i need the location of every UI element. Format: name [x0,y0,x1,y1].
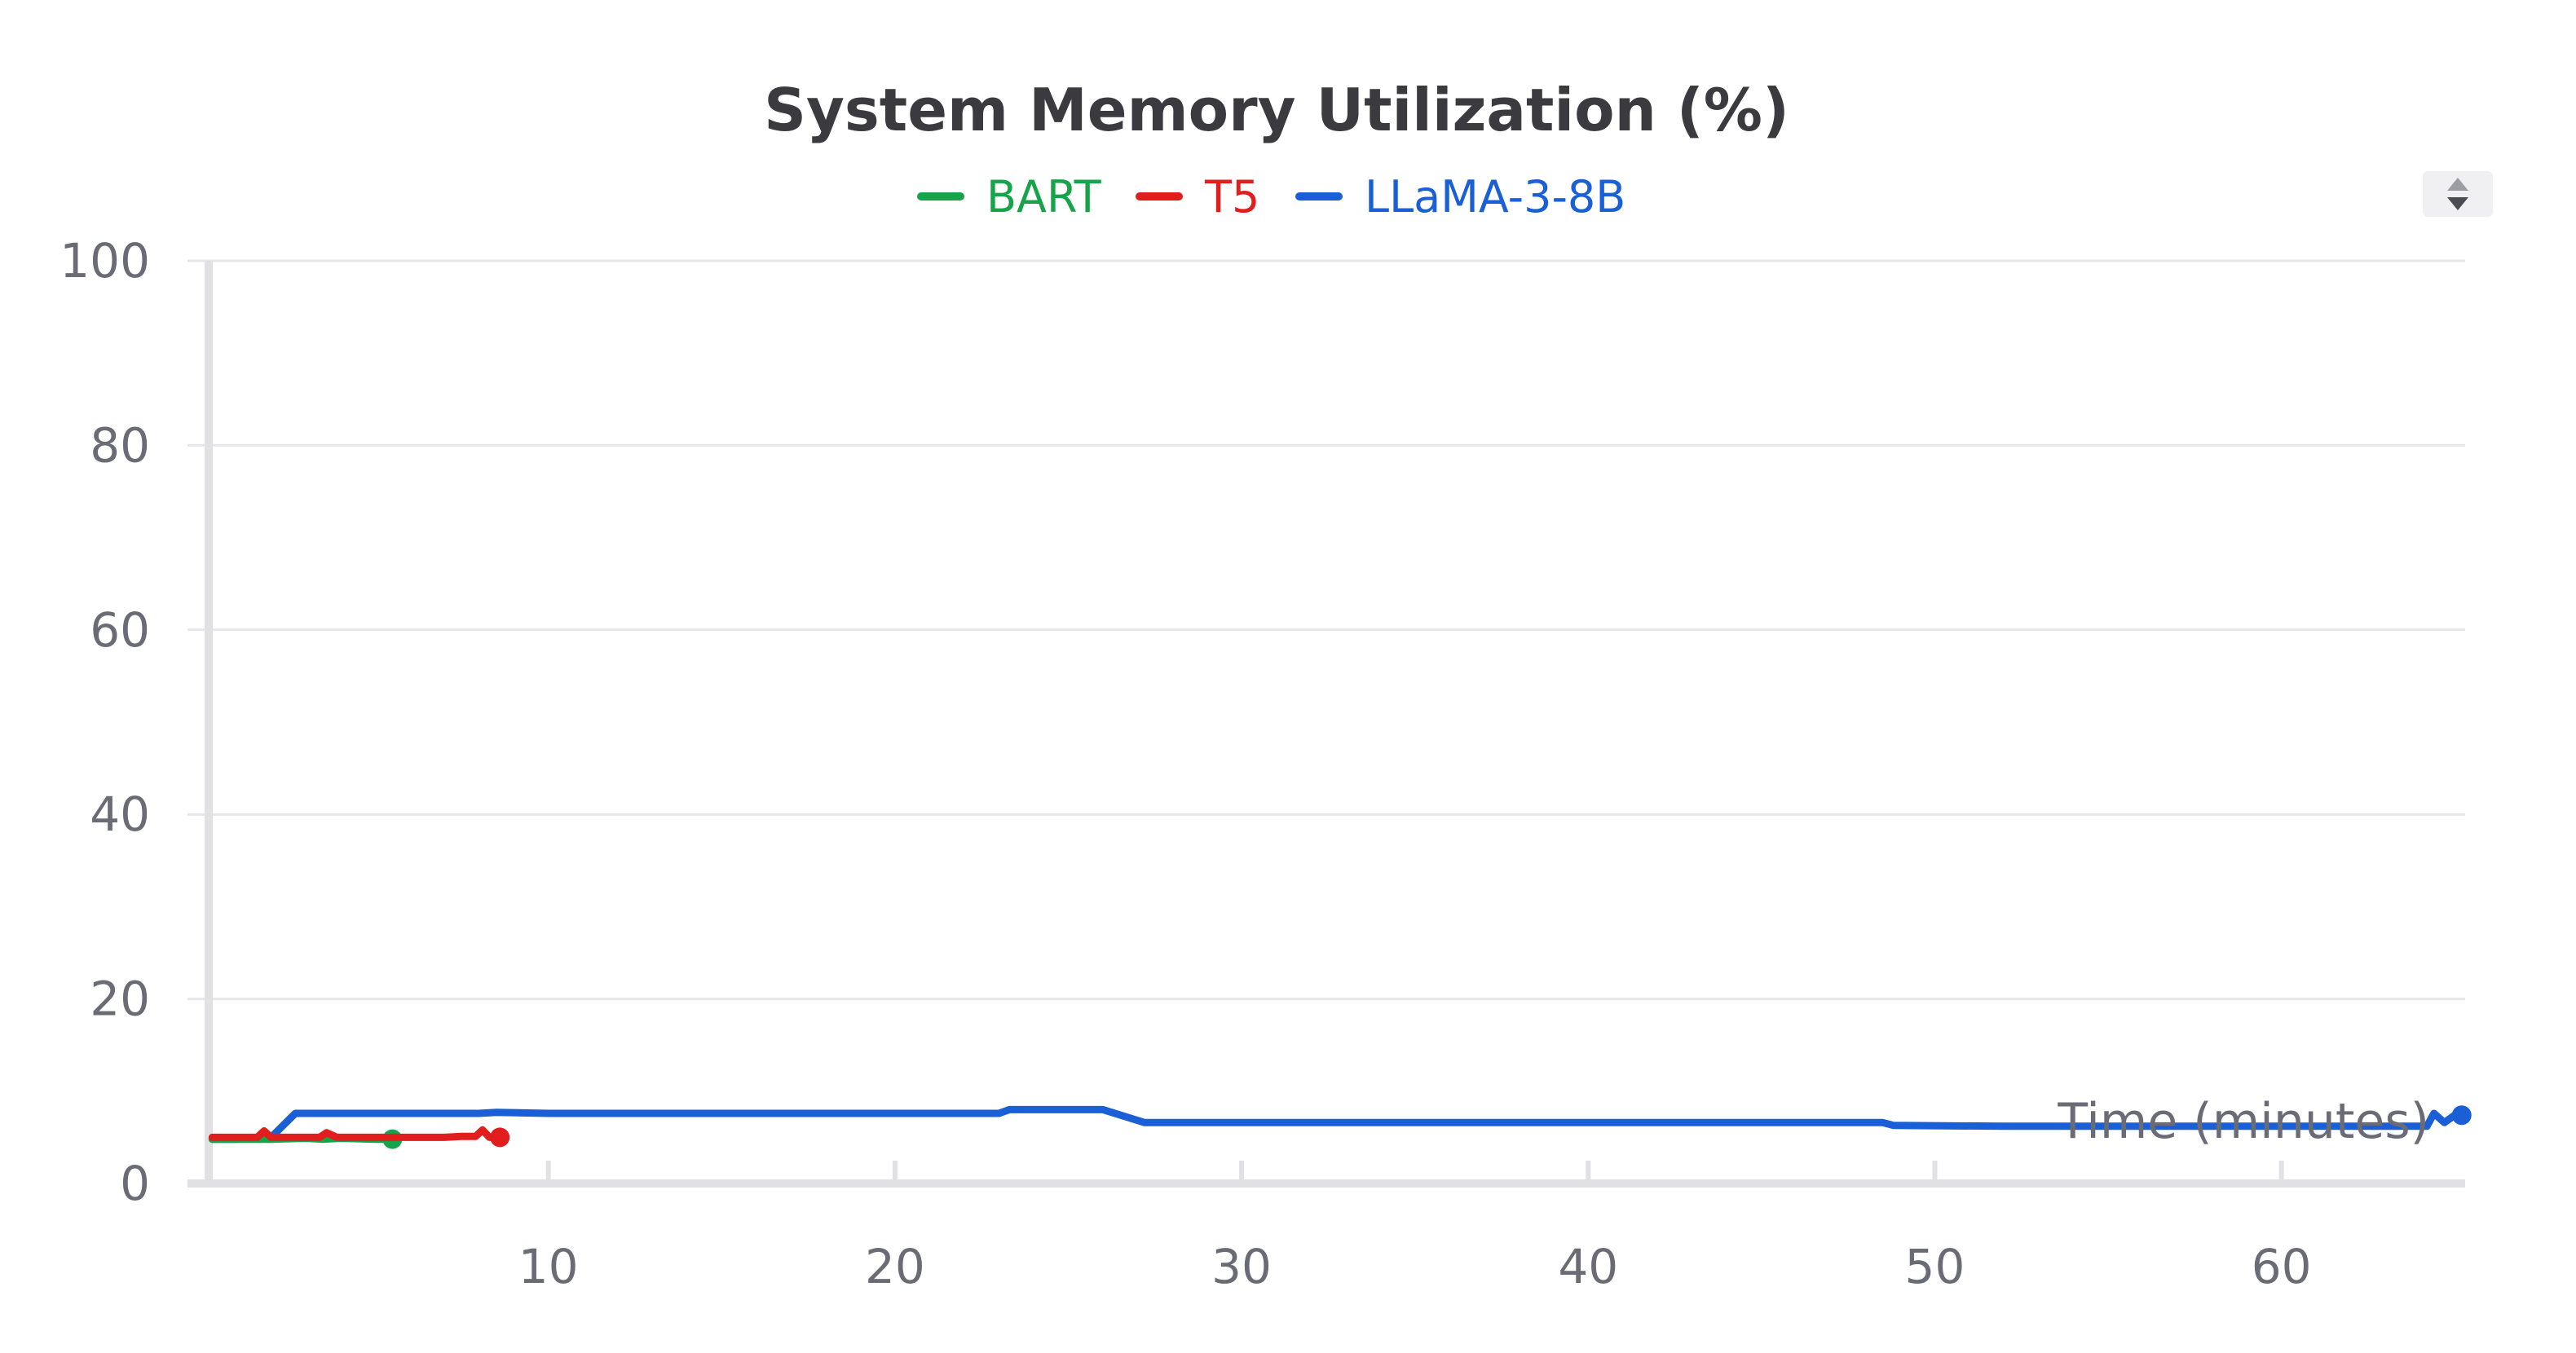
x-axis-title: Time (minutes) [2057,1093,2429,1150]
legend-item[interactable]: BART [917,171,1102,223]
y-tick-label: 40 [90,787,150,842]
x-tick-label: 10 [518,1239,579,1294]
x-axis: 10 20 30 40 50 60 [187,1161,2465,1294]
y-tick-label: 60 [90,602,150,658]
y-tick-label: 80 [90,417,150,473]
series-line-t5[interactable] [208,1126,504,1141]
chart-title: System Memory Utilization (%) [764,76,1789,144]
x-tick-label: 20 [865,1239,925,1294]
x-tick-label: 60 [2252,1239,2312,1294]
y-axis: 0 20 40 60 80 100 [60,233,213,1211]
legend-label: BART [986,171,1102,223]
chart-series [208,1105,2472,1149]
legend-item[interactable]: LLaMA-3-8B [1295,171,1625,223]
x-tick-label: 50 [1905,1239,1965,1294]
legend-label: T5 [1204,171,1259,223]
legend-label: LLaMA-3-8B [1365,171,1625,223]
chart-legend: BART T5 LLaMA-3-8B [917,171,1625,223]
sort-down-icon [2447,197,2468,210]
sort-toggle-button[interactable] [2423,171,2493,217]
y-tick-label: 20 [90,972,150,1027]
x-tick-label: 30 [1211,1239,1272,1294]
x-tick-label: 40 [1558,1239,1618,1294]
series-end-point[interactable] [2451,1105,2472,1126]
chart-grid [187,259,2465,1001]
legend-item[interactable]: T5 [1136,171,1259,223]
series-end-point[interactable] [490,1127,510,1148]
y-tick-label: 100 [60,233,150,289]
y-tick-label: 0 [120,1156,150,1211]
sort-up-icon [2447,178,2468,191]
series-line-llama-3-8b[interactable] [208,1105,2466,1144]
